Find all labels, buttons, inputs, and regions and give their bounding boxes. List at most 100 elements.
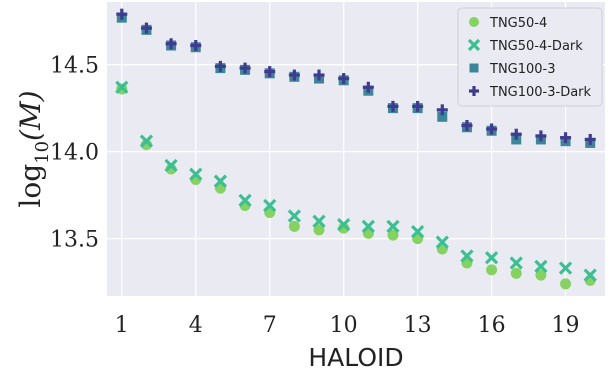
data-point [140,22,152,34]
legend-marker [469,17,479,27]
y-tick-label: 14.5 [50,54,99,79]
data-point [338,73,350,85]
y-tick-label: 13.5 [50,228,99,253]
x-tick-label: 13 [404,313,432,338]
data-point [560,278,572,290]
data-point-stroke [484,251,499,265]
data-point [361,219,375,234]
data-point [411,225,425,239]
x-tick-label: 7 [263,313,277,338]
data-point [460,249,474,263]
data-point [484,251,499,265]
data-point [239,62,251,74]
legend-box [457,7,603,107]
data-point [213,174,228,188]
legend-marker [469,63,479,73]
data-point [387,229,399,241]
data-point [190,39,202,51]
data-point-stroke [435,235,449,249]
data-point-stroke [139,134,154,148]
data-point-stroke [189,167,203,181]
y-axis-title: log10(M) [14,90,53,207]
y-axis-title-arg: (M) [14,90,47,141]
data-point [139,134,154,148]
data-point [362,81,374,93]
data-point-stroke [337,218,351,232]
data-point-stroke [238,193,252,207]
x-tick-label: 19 [552,313,580,338]
legend-label: TNG50-4-Dark [489,39,583,54]
data-points [115,8,597,290]
data-point [560,132,572,144]
data-point-stroke [312,214,326,228]
data-point [412,100,424,112]
data-point-stroke [558,261,573,275]
data-point-stroke [534,259,548,274]
y-axis-title-sub: 10 [32,141,53,164]
x-tick-label: 1 [115,313,129,338]
data-point [164,158,178,173]
data-point [535,269,547,281]
data-point [115,80,129,94]
data-point [461,120,473,132]
data-point [214,60,226,72]
data-point [509,256,523,270]
data-point [486,264,498,276]
data-point [288,220,300,232]
legend-label: TNG50-4 [489,16,547,31]
data-point [116,8,128,20]
legend-marker-stroke [467,38,481,52]
data-point-stroke [287,209,301,223]
legend: TNG50-4 TNG50-4-Dark TNG100-3 TNG100-3-Dark [457,7,603,107]
data-point-stroke [213,174,228,188]
data-point [386,219,400,234]
x-tick-label: 4 [189,313,203,338]
legend-marker [467,38,481,52]
data-point [583,268,597,282]
x-tick-label: 16 [478,313,506,338]
data-point [264,66,276,78]
data-point [437,111,448,122]
data-point [435,235,449,249]
data-point-stroke [115,80,129,94]
data-point [313,224,325,236]
data-point [189,167,203,181]
legend-label: TNG100-3-Dark [489,85,592,100]
data-point [584,133,596,145]
legend-marker [469,86,479,96]
data-point [238,193,252,207]
data-point-stroke [411,225,425,239]
data-point-stroke [583,268,597,282]
data-point-stroke [263,198,277,213]
data-point [510,267,522,279]
x-axis-title: HALOID [308,343,403,372]
data-point [313,69,325,81]
data-point [534,259,548,274]
data-point-stroke [386,219,400,234]
data-point-stroke [361,219,375,234]
data-point [486,123,498,135]
data-point [387,100,399,112]
legend-label: TNG100-3 [489,62,556,77]
data-point [165,38,177,50]
data-point [558,261,573,275]
series-1 [115,80,597,282]
x-tick-labels: 1 4 7 10 13 16 19 [115,313,580,338]
data-point-stroke [509,256,523,270]
data-point [436,104,448,116]
data-point [263,198,277,213]
data-point [288,69,300,81]
data-point-stroke [460,249,474,263]
data-point [287,209,301,223]
y-tick-labels: 13.5 14.0 14.5 [50,54,99,253]
data-point [312,214,326,228]
x-tick-label: 10 [330,313,358,338]
data-point [337,218,351,232]
data-point [510,128,522,140]
y-tick-label: 14.0 [50,141,99,166]
data-point [535,130,547,142]
data-point-stroke [164,158,178,173]
series-3 [116,8,596,145]
y-axis-title-log: log [14,164,47,208]
